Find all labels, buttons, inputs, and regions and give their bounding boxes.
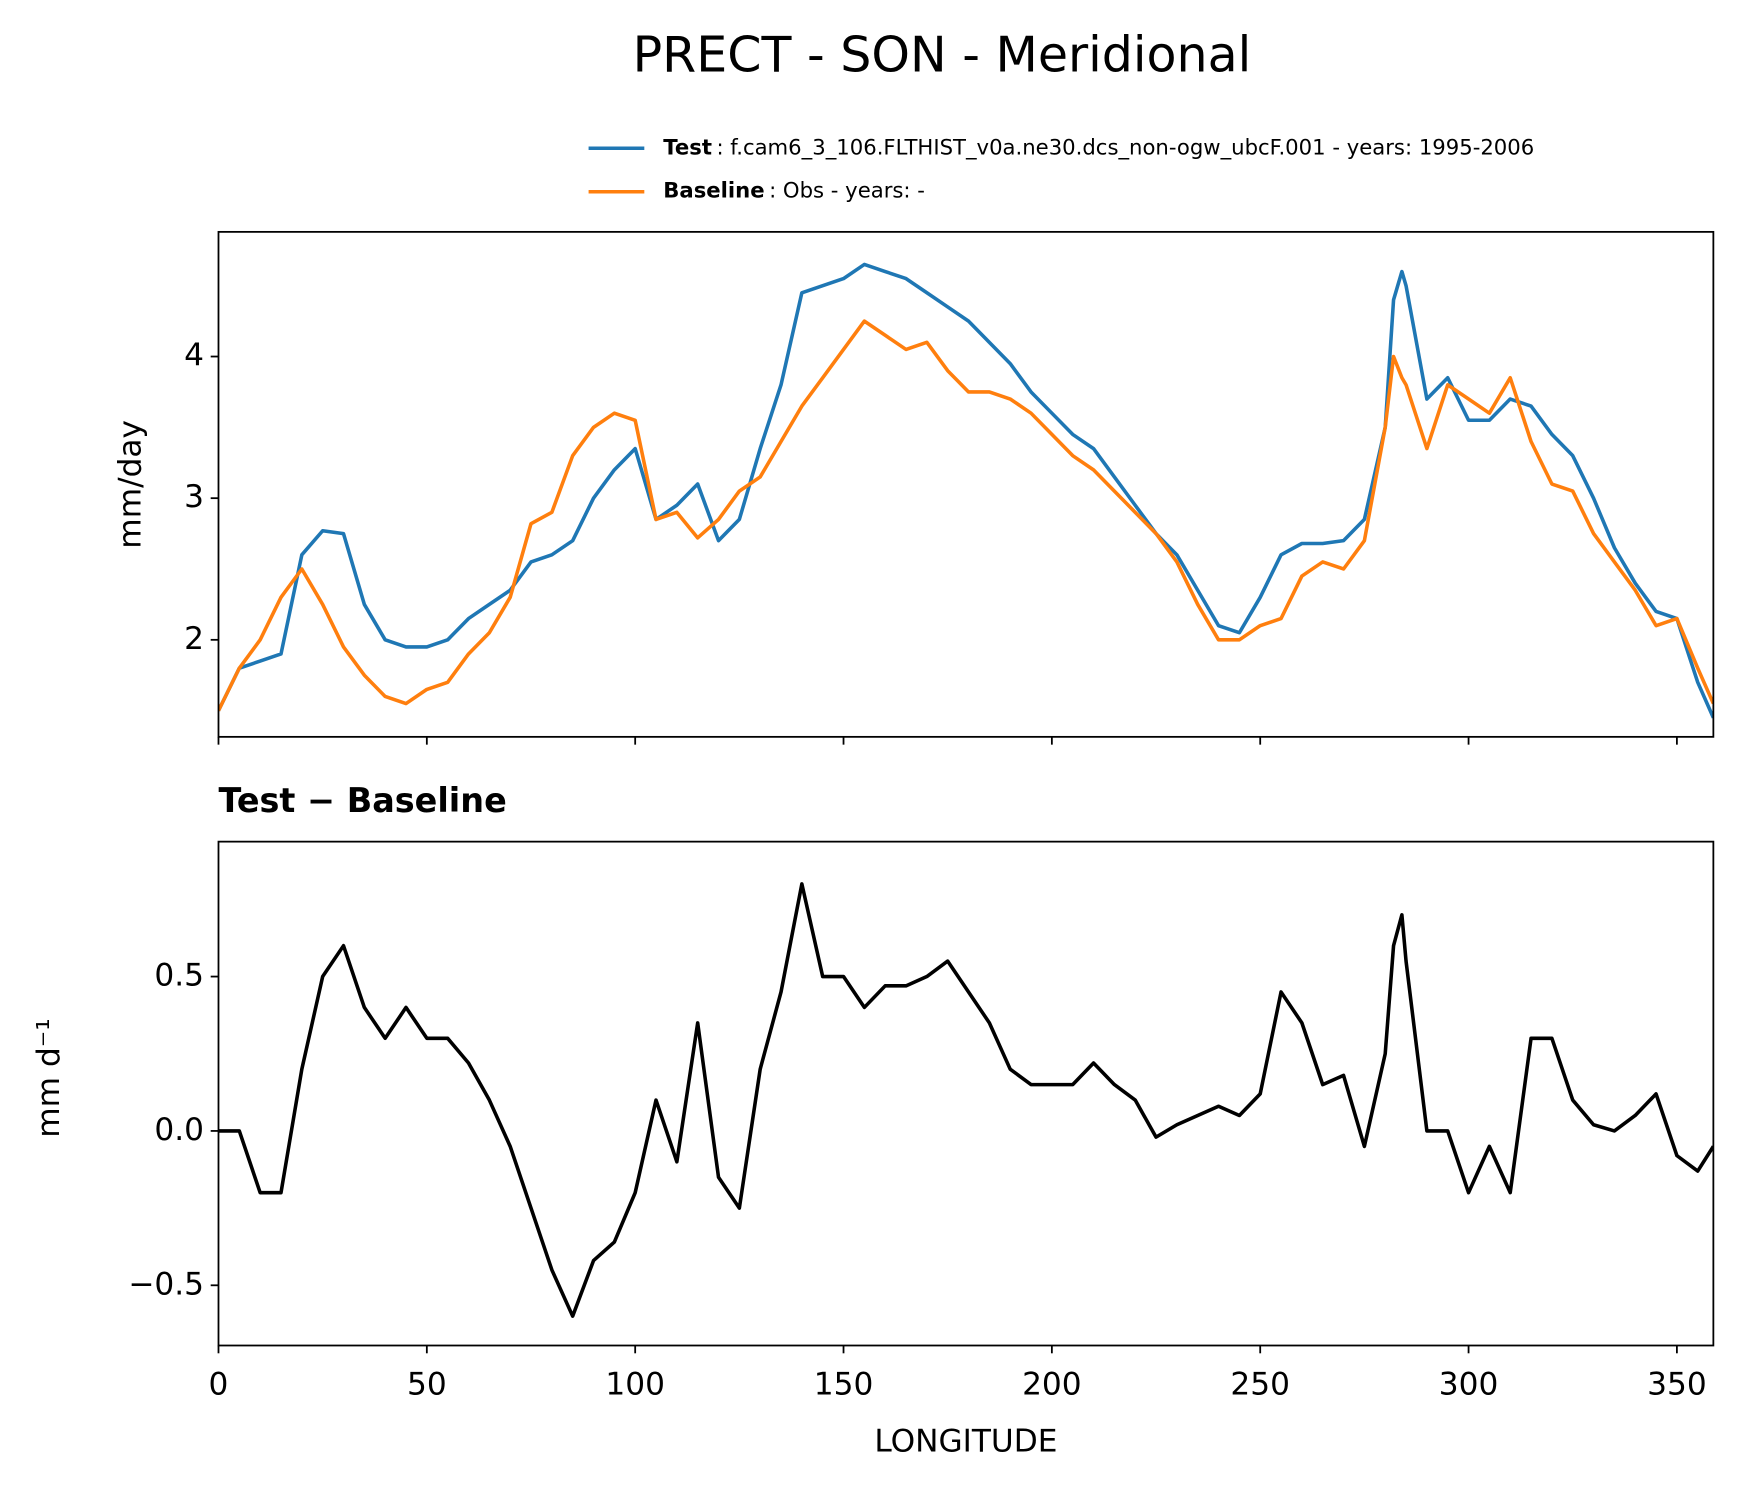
panel-title: Test − Baseline (218, 781, 506, 820)
plot-frame (217, 840, 1715, 1347)
figure-title: PRECT - SON - Meridional (633, 25, 1252, 83)
legend-description: : Obs - years: - (769, 178, 925, 203)
legend-description: : f.cam6_3_106.FLTHIST_v0a.ne30.dcs_non-… (716, 134, 1534, 160)
plot-frame (217, 230, 1715, 738)
x-tick-label: 300 (1439, 1367, 1499, 1403)
series-line (218, 319, 1714, 712)
y-tick-label: −0.5 (128, 1266, 204, 1302)
y-tick-label: 0.5 (154, 958, 204, 994)
x-tick-label: 100 (605, 1367, 665, 1403)
legend-name: Baseline (663, 178, 764, 203)
y-tick-label: 0.0 (154, 1112, 204, 1148)
series-line (218, 882, 1714, 1318)
legend-entry: Baseline: Obs - years: - (663, 178, 925, 203)
x-tick-label: 50 (407, 1367, 447, 1403)
series-line (218, 262, 1714, 719)
y-tick-label: 4 (184, 338, 204, 374)
x-tick-label: 0 (209, 1367, 229, 1403)
x-tick-label: 200 (1022, 1367, 1082, 1403)
y-axis-label: mm d⁻¹ (31, 1018, 67, 1138)
legend-entry: Test: f.cam6_3_106.FLTHIST_v0a.ne30.dcs_… (663, 134, 1534, 160)
x-axis-label: LONGITUDE (874, 1423, 1057, 1459)
x-tick-label: 250 (1230, 1367, 1290, 1403)
legend-name: Test (663, 134, 712, 159)
y-axis-label: mm/day (113, 420, 149, 549)
x-tick-label: 350 (1647, 1367, 1707, 1403)
x-tick-label: 150 (814, 1367, 874, 1403)
y-tick-label: 2 (184, 621, 204, 657)
y-tick-label: 3 (184, 479, 204, 515)
